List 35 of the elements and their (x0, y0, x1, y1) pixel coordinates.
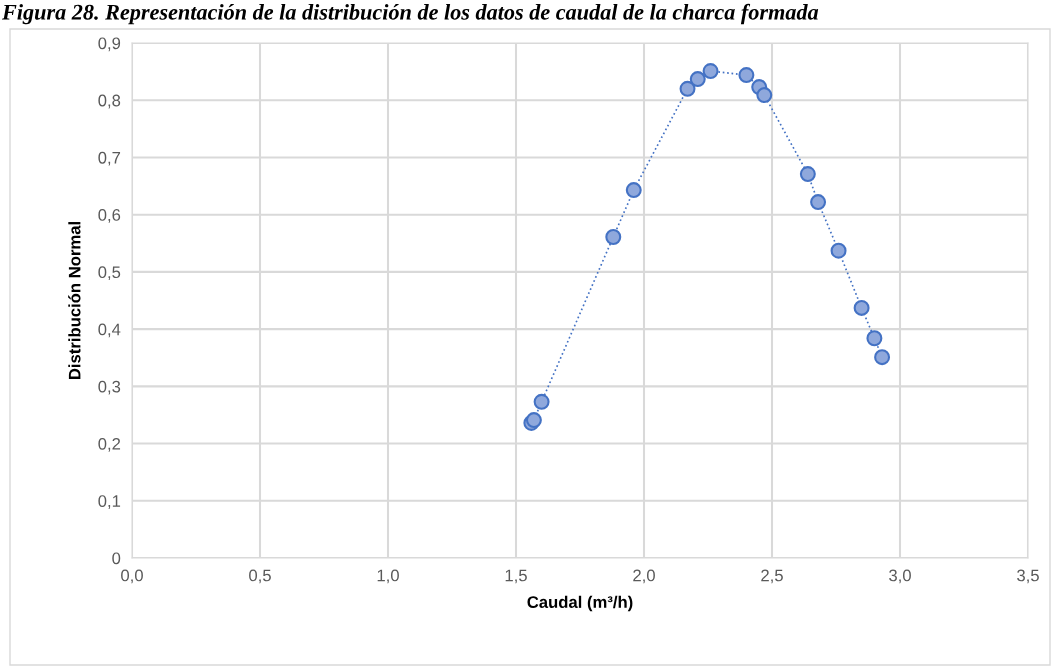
x-tick-label: 3,5 (1017, 569, 1039, 584)
point (679, 80, 696, 97)
y-axis-title: Distribución Normal (68, 222, 81, 380)
point (853, 299, 870, 316)
x-tick-label: 3,0 (889, 569, 911, 584)
y-tick-label: 0,3 (98, 380, 121, 395)
y-tick-label: 0,8 (98, 94, 121, 109)
point (810, 194, 827, 211)
x-tick-label: 2,0 (633, 569, 655, 584)
x-tick-label: 0,5 (249, 569, 271, 584)
point (533, 393, 550, 410)
point (738, 67, 755, 84)
point (605, 229, 622, 245)
y-tick-label: 0,5 (98, 266, 121, 281)
y-tick-label: 0,2 (98, 437, 121, 452)
point (756, 87, 773, 104)
point (874, 349, 891, 366)
y-tick-label: 0,4 (98, 323, 121, 338)
x-tick-label: 2,5 (761, 569, 783, 584)
point (625, 182, 642, 199)
point (799, 166, 816, 183)
point (702, 63, 719, 80)
point (866, 330, 883, 347)
point (830, 242, 847, 259)
y-tick-label: 0,9 (98, 37, 121, 52)
y-tick-label: 0,1 (98, 495, 121, 509)
y-tick-label: 0,6 (98, 209, 121, 223)
x-axis-title: Caudal (m³/h) (527, 595, 633, 612)
point (689, 71, 706, 88)
y-tick-label: 0 (112, 552, 121, 565)
y-tick-label: 0,7 (98, 151, 121, 166)
x-tick-label: 0,0 (121, 569, 143, 584)
chart-title: Figura 28. Representación de la distribución de los datos de caudal de la charca formada (1, 3, 819, 25)
x-tick-label: 1,5 (505, 569, 527, 584)
x-tick-label: 1,0 (377, 569, 399, 584)
